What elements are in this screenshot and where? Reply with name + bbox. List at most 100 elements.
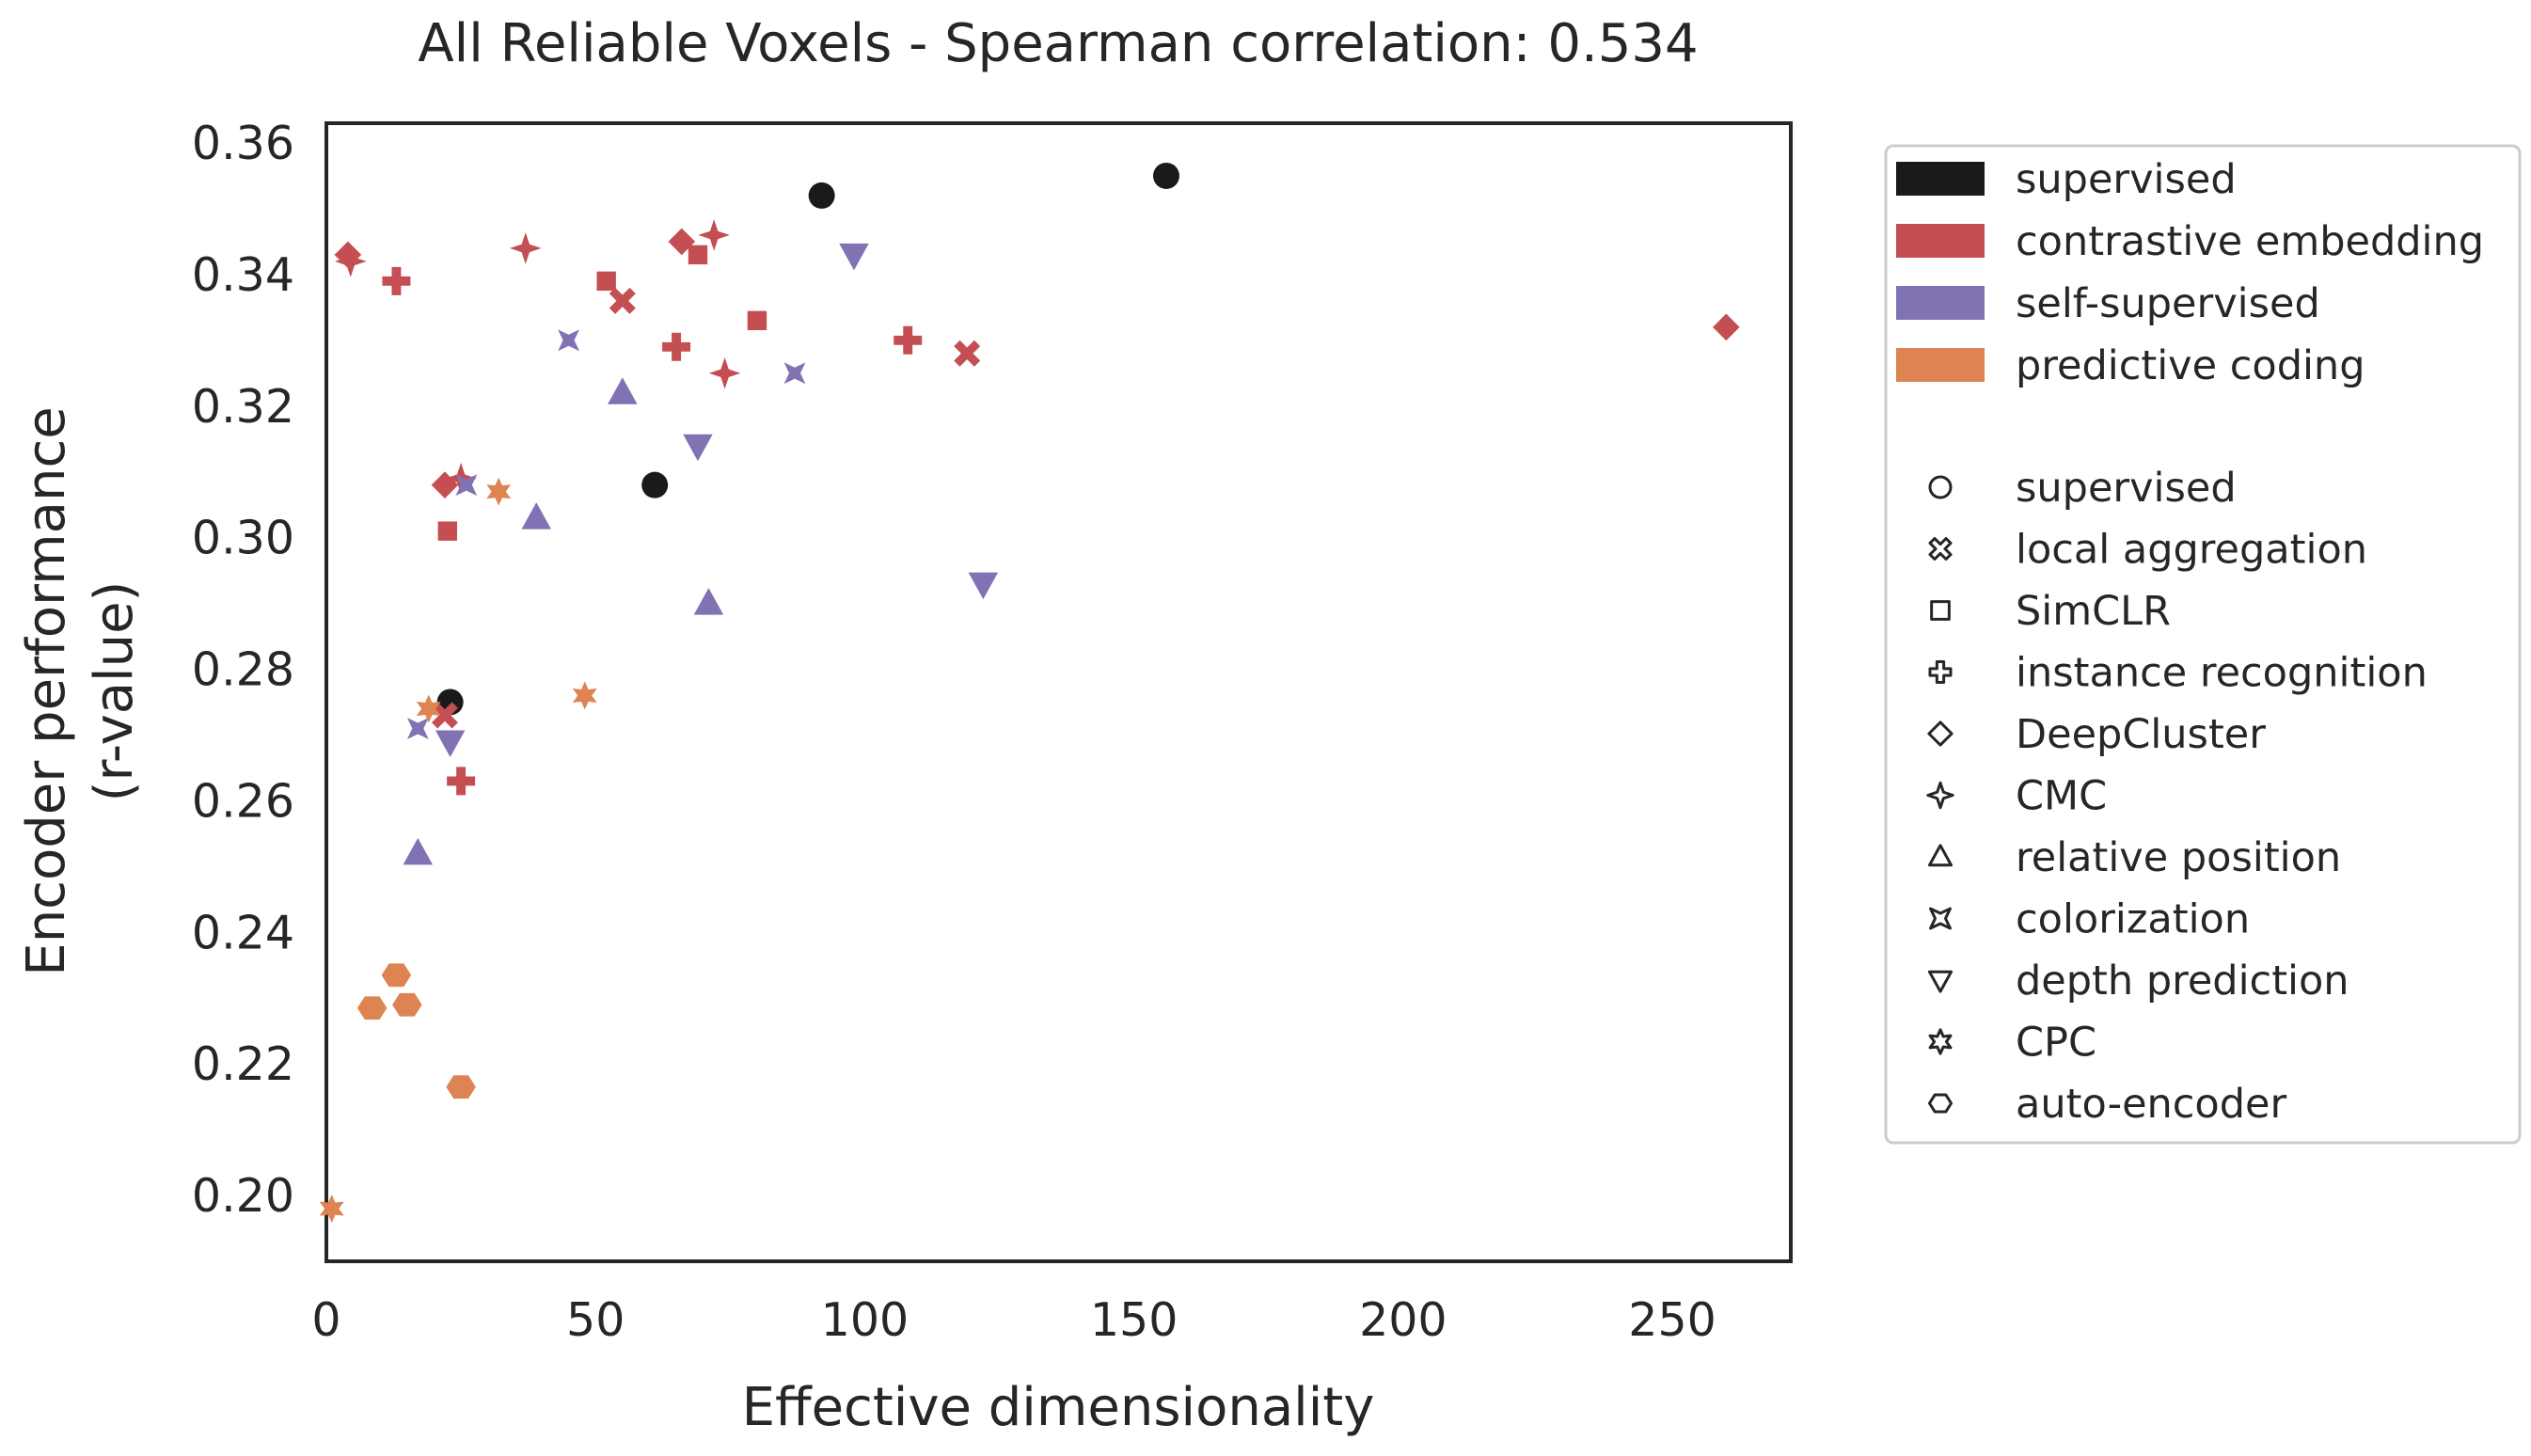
data-point-contrastive-simclr	[596, 271, 616, 292]
x-tick-label: 100	[821, 1293, 910, 1347]
legend-marker-instance_recognition	[1928, 660, 1953, 684]
legend-marker-deepcluster	[1927, 720, 1954, 747]
data-point-self_supervised-colorization	[406, 718, 429, 739]
data-points	[319, 162, 1740, 1223]
y-tick-label: 0.30	[192, 512, 294, 565]
x-tick-label: 150	[1090, 1293, 1178, 1347]
data-point-self_supervised-colorization	[783, 362, 806, 385]
y-tick-label: 0.24	[192, 906, 294, 959]
data-point-predictive-auto_encoder	[392, 992, 422, 1017]
data-point-predictive-auto_encoder	[381, 963, 412, 988]
y-tick-label: 0.34	[192, 248, 294, 302]
data-point-self_supervised-colorization	[558, 329, 579, 352]
y-axis-label-line-2: (r-value)	[84, 581, 145, 802]
data-point-contrastive-simclr	[437, 521, 457, 541]
legend-label-depth_prediction: depth prediction	[2016, 957, 2349, 1005]
data-point-predictive-auto_encoder	[356, 996, 388, 1021]
chart-title: All Reliable Voxels - Spearman correlati…	[418, 13, 1698, 74]
y-tick-label: 0.36	[192, 117, 294, 170]
legend: supervised contrastive embedding self-supe…	[1884, 144, 2522, 1145]
y-tick-label: 0.22	[192, 1037, 294, 1091]
legend-label-contrastive: contrastive embedding	[2016, 218, 2484, 265]
legend-marker-local_aggregation	[1928, 537, 1953, 561]
legend-marker-supervised	[1928, 475, 1953, 499]
legend-label-deepcluster: DeepCluster	[2016, 711, 2266, 758]
legend-label-predictive: predictive coding	[2016, 342, 2365, 389]
legend-label-self_supervised: self-supervised	[2016, 280, 2320, 327]
legend-methods: supervised local aggregation SimCLR instanc…	[1926, 465, 2428, 1128]
data-point-supervised-supervised	[808, 182, 835, 209]
legend-label-cmc: CMC	[2016, 773, 2107, 820]
data-point-contrastive-cmc	[698, 219, 730, 251]
data-point-contrastive-instance_recognition	[382, 266, 411, 295]
x-tick-label: 200	[1359, 1293, 1447, 1347]
legend-label-supervised: supervised	[2016, 156, 2237, 203]
x-axis-label: Effective dimensionality	[742, 1377, 1375, 1438]
y-axis-label-line-1: Encoder performance	[16, 406, 77, 975]
y-tick-label: 0.20	[192, 1169, 294, 1223]
legend-label-instance_recognition: instance recognition	[2016, 650, 2428, 697]
data-point-supervised-supervised	[1152, 162, 1179, 189]
y-axis-label: Encoder performance (r-value)	[16, 406, 145, 975]
legend-swatch-supervised	[1896, 162, 1985, 196]
data-point-self_supervised-relative_position	[521, 502, 551, 530]
data-point-contrastive-simclr	[747, 310, 767, 331]
legend-marker-relative_position	[1927, 844, 1954, 867]
y-axis-ticks: 0.20 0.22 0.24 0.26 0.28 0.30 0.32 0.34 0.36	[192, 117, 294, 1223]
x-tick-label: 250	[1628, 1293, 1716, 1347]
data-point-self_supervised-colorization	[455, 474, 478, 497]
x-tick-label: 0	[311, 1293, 340, 1347]
data-point-contrastive-local_aggregation	[609, 287, 636, 314]
data-point-contrastive-local_aggregation	[954, 340, 981, 367]
data-point-self_supervised-relative_position	[403, 837, 434, 865]
legend-swatch-contrastive	[1896, 224, 1985, 258]
data-point-self_supervised-relative_position	[608, 377, 638, 404]
data-point-predictive-auto_encoder	[446, 1075, 476, 1099]
data-point-predictive-cpc	[486, 477, 512, 506]
legend-marker-depth_prediction	[1927, 970, 1954, 993]
legend-marker-cpc	[1928, 1028, 1953, 1055]
y-tick-label: 0.32	[192, 380, 294, 434]
legend-label-colorization: colorization	[2016, 896, 2250, 943]
data-point-contrastive-cmc	[334, 245, 367, 277]
legend-label-relative_position: relative position	[2016, 834, 2341, 881]
legend-label-cpc: CPC	[2016, 1020, 2096, 1067]
legend-marker-auto_encoder	[1927, 1093, 1954, 1114]
data-point-self_supervised-depth_prediction	[968, 572, 999, 600]
data-point-self_supervised-depth_prediction	[839, 243, 869, 271]
legend-label-auto_encoder: auto-encoder	[2016, 1081, 2286, 1128]
plot-area	[324, 121, 1793, 1263]
data-point-self_supervised-depth_prediction	[683, 434, 713, 462]
x-tick-label: 50	[566, 1293, 625, 1347]
data-point-predictive-cpc	[572, 681, 597, 710]
data-point-contrastive-cmc	[510, 232, 542, 264]
legend-label-supervised: supervised	[2016, 465, 2237, 512]
data-point-self_supervised-relative_position	[693, 588, 724, 615]
data-point-contrastive-simclr	[688, 245, 708, 265]
legend-marker-colorization	[1929, 907, 1952, 930]
data-point-predictive-cpc	[416, 694, 441, 723]
plot-frame	[324, 121, 1793, 1263]
data-point-predictive-cpc	[319, 1195, 344, 1223]
y-tick-label: 0.28	[192, 643, 294, 697]
data-point-contrastive-cmc	[708, 356, 741, 389]
legend-marker-cmc	[1926, 781, 1954, 810]
data-point-contrastive-local_aggregation	[431, 702, 458, 729]
legend-categories: supervised contrastive embedding self-supe…	[1896, 156, 2484, 389]
legend-frame	[1884, 144, 2522, 1145]
legend-swatch-predictive	[1896, 348, 1985, 382]
legend-label-simclr: SimCLR	[2016, 588, 2171, 635]
data-point-contrastive-deepcluster	[431, 471, 459, 499]
data-point-supervised-supervised	[641, 471, 669, 499]
y-tick-label: 0.26	[192, 774, 294, 828]
legend-swatch-self_supervised	[1896, 286, 1985, 320]
data-point-contrastive-instance_recognition	[662, 332, 691, 361]
x-axis-ticks: 0 50 100 150 200 250	[311, 1293, 1716, 1347]
data-point-self_supervised-depth_prediction	[435, 730, 466, 757]
legend-marker-simclr	[1930, 600, 1951, 621]
data-point-contrastive-deepcluster	[1713, 313, 1740, 341]
legend-label-local_aggregation: local aggregation	[2016, 527, 2367, 574]
data-point-contrastive-instance_recognition	[894, 325, 923, 355]
data-point-contrastive-instance_recognition	[447, 767, 476, 796]
